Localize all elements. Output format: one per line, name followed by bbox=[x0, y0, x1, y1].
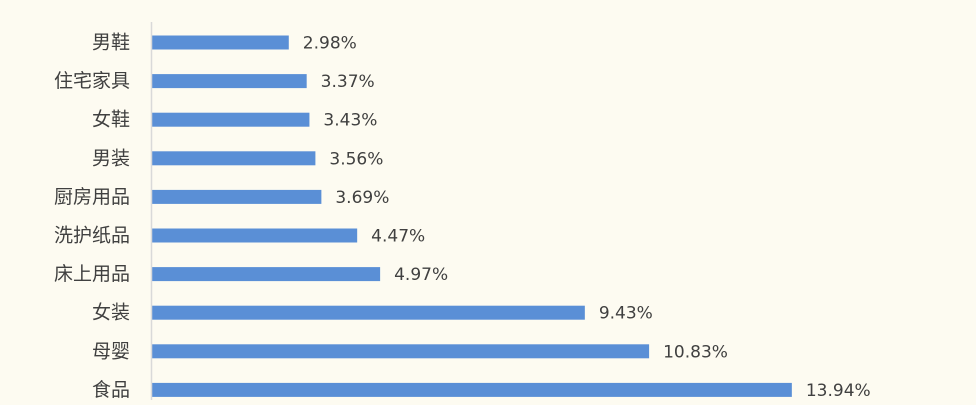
data-label-4: 3.69% bbox=[335, 188, 389, 208]
bar-7 bbox=[152, 305, 585, 320]
data-label-2: 3.43% bbox=[323, 111, 377, 131]
category-label-7: 女装 bbox=[92, 302, 130, 324]
data-label-6: 4.97% bbox=[394, 265, 448, 285]
data-label-3: 3.56% bbox=[329, 149, 383, 169]
bar-3 bbox=[152, 151, 316, 166]
category-label-6: 床上用品 bbox=[54, 263, 130, 285]
category-label-3: 男装 bbox=[92, 147, 130, 169]
category-label-1: 住宅家具 bbox=[54, 70, 130, 92]
category-label-2: 女鞋 bbox=[92, 109, 130, 131]
category-label-5: 洗护纸品 bbox=[54, 225, 130, 247]
bar-5 bbox=[152, 228, 358, 243]
bar-9 bbox=[152, 382, 792, 397]
bar-0 bbox=[152, 35, 289, 50]
category-label-8: 母婴 bbox=[92, 340, 130, 362]
category-label-9: 食品 bbox=[92, 379, 130, 400]
data-label-7: 9.43% bbox=[599, 304, 653, 324]
bars-layer bbox=[152, 35, 792, 397]
category-label-4: 厨房用品 bbox=[54, 186, 130, 208]
data-label-8: 10.83% bbox=[663, 342, 728, 362]
data-label-5: 4.47% bbox=[371, 227, 425, 247]
bar-2 bbox=[152, 112, 310, 127]
data-label-1: 3.37% bbox=[321, 72, 375, 92]
data-labels: 2.98% 3.37% 3.43% 3.56% 3.69% 4.47% 4.97% 9.43%… bbox=[303, 34, 871, 401]
bar-6 bbox=[152, 267, 381, 282]
category-label-0: 男鞋 bbox=[92, 32, 130, 54]
data-label-0: 2.98% bbox=[303, 34, 357, 54]
bar-8 bbox=[152, 344, 650, 359]
bar-4 bbox=[152, 189, 322, 204]
data-label-9: 13.94% bbox=[806, 381, 871, 400]
bar-1 bbox=[152, 74, 307, 89]
